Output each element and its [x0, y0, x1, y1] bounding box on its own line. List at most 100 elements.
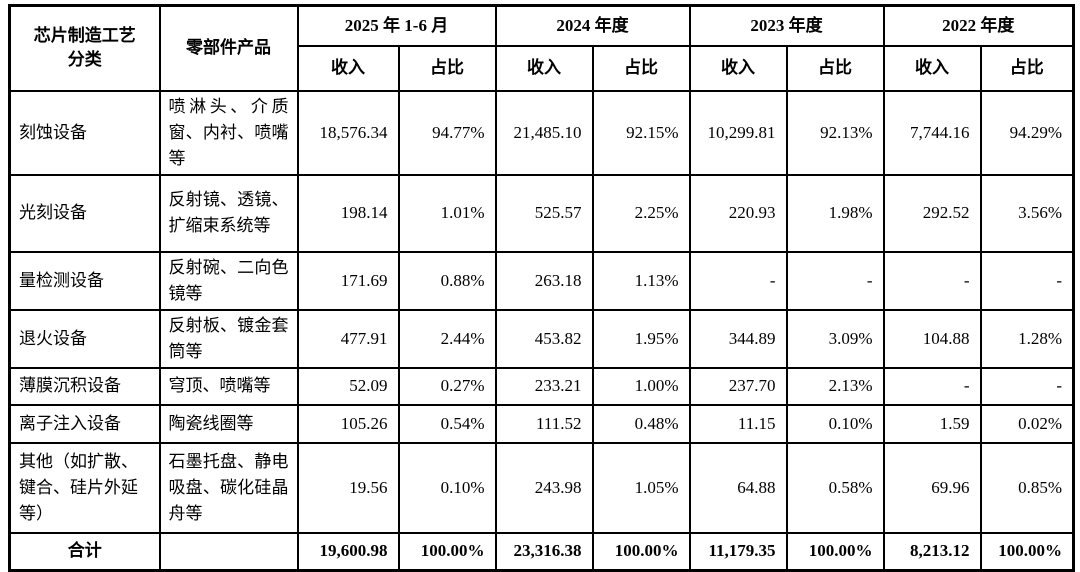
value-cell: 171.69 — [296, 250, 400, 311]
value-cell: 1.59 — [882, 403, 982, 444]
header-period-2023: 2023 年度 — [688, 4, 885, 47]
products-cell: 反射镜、透镜、扩缩束系统等 — [158, 173, 299, 253]
value-cell: 69.96 — [882, 441, 982, 534]
header-share-2022: 占比 — [979, 44, 1075, 92]
value-cell: 0.85% — [979, 441, 1075, 534]
value-cell: - — [979, 366, 1075, 406]
value-cell: 1.13% — [591, 250, 691, 311]
value-cell: 233.21 — [494, 366, 594, 406]
value-cell: - — [979, 250, 1075, 311]
products-cell: 穹顶、喷嘴等 — [158, 366, 299, 406]
value-cell: 0.27% — [397, 366, 497, 406]
header-components: 零部件产品 — [158, 4, 299, 92]
value-cell: 3.56% — [979, 173, 1075, 253]
header-revenue-2023: 收入 — [688, 44, 788, 92]
value-cell: 0.54% — [397, 403, 497, 444]
category-cell: 光刻设备 — [8, 173, 161, 253]
total-value-cell: 100.00% — [785, 531, 885, 572]
table-row: 刻蚀设备 喷淋头、介质窗、内衬、喷嘴等 18,576.34 94.77% 21,… — [8, 89, 1075, 176]
header-share-2024: 占比 — [591, 44, 691, 92]
header-revenue-2024: 收入 — [494, 44, 594, 92]
total-products-cell — [158, 531, 299, 572]
value-cell: 0.88% — [397, 250, 497, 311]
total-value-cell: 19,600.98 — [296, 531, 400, 572]
products-cell: 石墨托盘、静电吸盘、碳化硅晶舟等 — [158, 441, 299, 534]
value-cell: 1.28% — [979, 308, 1075, 369]
value-cell: 21,485.10 — [494, 89, 594, 176]
value-cell: 220.93 — [688, 173, 788, 253]
value-cell: 237.70 — [688, 366, 788, 406]
value-cell: 344.89 — [688, 308, 788, 369]
total-row: 合计 19,600.98 100.00% 23,316.38 100.00% 1… — [8, 531, 1075, 572]
category-cell: 刻蚀设备 — [8, 89, 161, 176]
products-cell: 反射碗、二向色镜等 — [158, 250, 299, 311]
value-cell: 525.57 — [494, 173, 594, 253]
value-cell: 1.00% — [591, 366, 691, 406]
header-period-2025: 2025 年 1-6 月 — [296, 4, 497, 47]
header-revenue-2025: 收入 — [296, 44, 400, 92]
value-cell: - — [688, 250, 788, 311]
header-share-2025: 占比 — [397, 44, 497, 92]
value-cell: 11.15 — [688, 403, 788, 444]
value-cell: 263.18 — [494, 250, 594, 311]
value-cell: 1.95% — [591, 308, 691, 369]
table-row: 量检测设备 反射碗、二向色镜等 171.69 0.88% 263.18 1.13… — [8, 250, 1075, 311]
value-cell: 292.52 — [882, 173, 982, 253]
total-value-cell: 100.00% — [979, 531, 1075, 572]
value-cell: 198.14 — [296, 173, 400, 253]
value-cell: 2.13% — [785, 366, 885, 406]
value-cell: 2.44% — [397, 308, 497, 369]
category-cell: 量检测设备 — [8, 250, 161, 311]
value-cell: 7,744.16 — [882, 89, 982, 176]
products-cell: 反射板、镀金套筒等 — [158, 308, 299, 369]
table-row: 其他（如扩散、键合、硅片外延等） 石墨托盘、静电吸盘、碳化硅晶舟等 19.56 … — [8, 441, 1075, 534]
value-cell: - — [882, 250, 982, 311]
total-value-cell: 11,179.35 — [688, 531, 788, 572]
products-cell: 陶瓷线圈等 — [158, 403, 299, 444]
value-cell: 1.01% — [397, 173, 497, 253]
value-cell: - — [882, 366, 982, 406]
value-cell: 453.82 — [494, 308, 594, 369]
table-row: 光刻设备 反射镜、透镜、扩缩束系统等 198.14 1.01% 525.57 2… — [8, 173, 1075, 253]
value-cell: 1.05% — [591, 441, 691, 534]
products-cell: 喷淋头、介质窗、内衬、喷嘴等 — [158, 89, 299, 176]
value-cell: 105.26 — [296, 403, 400, 444]
total-value-cell: 100.00% — [591, 531, 691, 572]
value-cell: 52.09 — [296, 366, 400, 406]
value-cell: 94.77% — [397, 89, 497, 176]
value-cell: 10,299.81 — [688, 89, 788, 176]
header-process-class: 芯片制造工艺分类 — [8, 4, 161, 92]
header-share-2023: 占比 — [785, 44, 885, 92]
value-cell: 18,576.34 — [296, 89, 400, 176]
total-value-cell: 23,316.38 — [494, 531, 594, 572]
value-cell: 0.02% — [979, 403, 1075, 444]
value-cell: 2.25% — [591, 173, 691, 253]
header-period-row: 芯片制造工艺分类 零部件产品 2025 年 1-6 月 2024 年度 2023… — [8, 4, 1075, 92]
value-cell: 3.09% — [785, 308, 885, 369]
value-cell: 0.10% — [785, 403, 885, 444]
table-row: 离子注入设备 陶瓷线圈等 105.26 0.54% 111.52 0.48% 1… — [8, 403, 1075, 444]
header-period-2024: 2024 年度 — [494, 4, 691, 47]
value-cell: 19.56 — [296, 441, 400, 534]
value-cell: - — [785, 250, 885, 311]
value-cell: 477.91 — [296, 308, 400, 369]
value-cell: 104.88 — [882, 308, 982, 369]
value-cell: 111.52 — [494, 403, 594, 444]
table-row: 薄膜沉积设备 穹顶、喷嘴等 52.09 0.27% 233.21 1.00% 2… — [8, 366, 1075, 406]
revenue-by-process-table: 芯片制造工艺分类 零部件产品 2025 年 1-6 月 2024 年度 2023… — [8, 4, 1076, 572]
value-cell: 94.29% — [979, 89, 1075, 176]
value-cell: 0.48% — [591, 403, 691, 444]
value-cell: 64.88 — [688, 441, 788, 534]
total-value-cell: 8,213.12 — [882, 531, 982, 572]
total-value-cell: 100.00% — [397, 531, 497, 572]
value-cell: 92.13% — [785, 89, 885, 176]
value-cell: 243.98 — [494, 441, 594, 534]
header-revenue-2022: 收入 — [882, 44, 982, 92]
value-cell: 0.10% — [397, 441, 497, 534]
value-cell: 0.58% — [785, 441, 885, 534]
category-cell: 退火设备 — [8, 308, 161, 369]
table-row: 退火设备 反射板、镀金套筒等 477.91 2.44% 453.82 1.95%… — [8, 308, 1075, 369]
value-cell: 92.15% — [591, 89, 691, 176]
total-label: 合计 — [8, 531, 161, 572]
category-cell: 薄膜沉积设备 — [8, 366, 161, 406]
